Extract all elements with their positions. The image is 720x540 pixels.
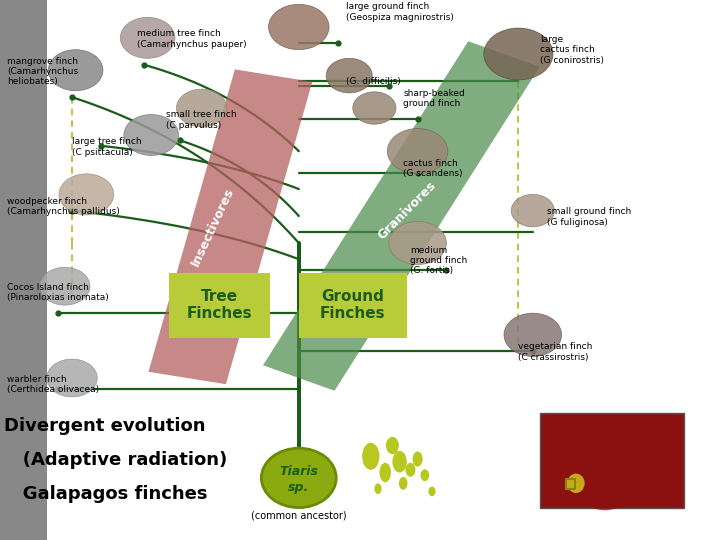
Text: small tree finch
(C parvulus): small tree finch (C parvulus)	[166, 110, 236, 130]
Text: (common ancestor): (common ancestor)	[251, 510, 346, 521]
Text: Granivores: Granivores	[375, 179, 438, 242]
Text: woodpecker finch
(Camarhynchus pallidus): woodpecker finch (Camarhynchus pallidus)	[7, 197, 120, 216]
Text: (G. difficilis): (G. difficilis)	[346, 77, 400, 86]
Ellipse shape	[386, 437, 399, 454]
FancyBboxPatch shape	[169, 273, 270, 338]
Circle shape	[59, 174, 114, 215]
Circle shape	[504, 313, 562, 356]
Text: medium tree finch
(Camarhynchus pauper): medium tree finch (Camarhynchus pauper)	[137, 29, 246, 49]
Circle shape	[387, 129, 448, 174]
Circle shape	[326, 58, 372, 93]
Ellipse shape	[399, 477, 408, 490]
FancyBboxPatch shape	[47, 0, 720, 540]
Circle shape	[176, 89, 227, 127]
Text: Galapagos finches: Galapagos finches	[4, 485, 207, 503]
Text: vegetarian finch
(C crassirostris): vegetarian finch (C crassirostris)	[518, 342, 593, 362]
Polygon shape	[263, 41, 540, 391]
Ellipse shape	[428, 487, 436, 496]
Text: sharp-beaked
ground finch: sharp-beaked ground finch	[403, 89, 465, 108]
Text: large
cactus finch
(G conirostris): large cactus finch (G conirostris)	[540, 35, 604, 65]
Text: (Adaptive radiation): (Adaptive radiation)	[4, 451, 227, 469]
Circle shape	[389, 221, 446, 265]
Text: medium
ground finch
(G. fortis): medium ground finch (G. fortis)	[410, 246, 468, 275]
Text: Divergent evolution: Divergent evolution	[4, 417, 205, 435]
Text: cactus finch
(G scandens): cactus finch (G scandens)	[403, 159, 463, 178]
Circle shape	[511, 194, 554, 227]
Ellipse shape	[420, 469, 429, 481]
Text: small ground finch
(G fuliginosa): small ground finch (G fuliginosa)	[547, 207, 631, 227]
FancyBboxPatch shape	[540, 413, 684, 508]
Polygon shape	[148, 69, 312, 384]
Ellipse shape	[362, 443, 379, 470]
Ellipse shape	[572, 446, 637, 510]
Text: large ground finch
(Geospiza magnirostris): large ground finch (Geospiza magnirostri…	[346, 2, 454, 22]
Circle shape	[353, 92, 396, 124]
Ellipse shape	[392, 451, 407, 472]
Text: mangrove finch
(Camarhynchus
heliobates): mangrove finch (Camarhynchus heliobates)	[7, 57, 78, 86]
Circle shape	[269, 4, 329, 50]
FancyBboxPatch shape	[566, 479, 575, 489]
Text: Insectivores: Insectivores	[189, 185, 236, 268]
Ellipse shape	[374, 483, 382, 494]
Ellipse shape	[567, 474, 585, 493]
Text: large tree finch
(C psittacula): large tree finch (C psittacula)	[72, 137, 142, 157]
FancyBboxPatch shape	[299, 273, 407, 338]
Circle shape	[484, 28, 553, 80]
Circle shape	[40, 267, 90, 305]
Text: Cocos Island finch
(Pinaroloxias inornata): Cocos Island finch (Pinaroloxias inornat…	[7, 283, 109, 302]
Text: warbler finch
(Certhidea olivacea): warbler finch (Certhidea olivacea)	[7, 375, 99, 394]
Text: Ground
Finches: Ground Finches	[320, 289, 386, 321]
Circle shape	[120, 17, 175, 58]
Circle shape	[124, 114, 179, 156]
Ellipse shape	[405, 463, 415, 477]
Text: sp.: sp.	[288, 481, 310, 494]
Circle shape	[47, 359, 97, 397]
Text: Tiaris: Tiaris	[279, 465, 318, 478]
Circle shape	[48, 50, 103, 91]
Ellipse shape	[379, 463, 391, 482]
Ellipse shape	[261, 448, 336, 508]
Text: Tree
Finches: Tree Finches	[186, 289, 253, 321]
Ellipse shape	[413, 451, 423, 467]
